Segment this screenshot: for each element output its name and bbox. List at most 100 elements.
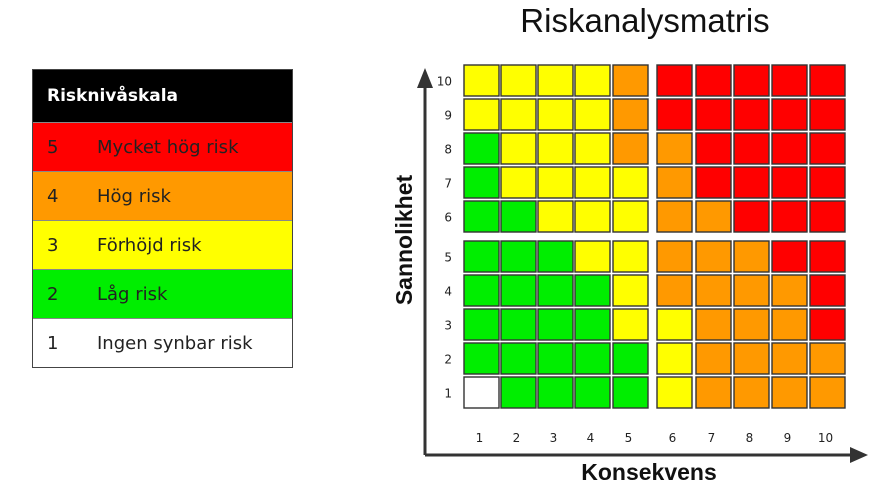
matrix-cell <box>733 132 770 165</box>
matrix-cell <box>656 64 693 97</box>
matrix-cell <box>656 240 693 273</box>
matrix-cell <box>771 132 808 165</box>
matrix-cell <box>537 200 574 233</box>
matrix-cell <box>500 240 537 273</box>
x-tick-label: 6 <box>669 431 677 445</box>
x-tick-label: 1 <box>476 431 484 445</box>
y-tick-label: 2 <box>444 353 452 367</box>
matrix-cell <box>771 240 808 273</box>
y-tick-label: 3 <box>444 319 452 333</box>
matrix-cell <box>733 200 770 233</box>
matrix-cell <box>612 240 649 273</box>
y-tick-label: 1 <box>444 387 452 401</box>
legend-label: Mycket hög risk <box>97 136 239 158</box>
matrix-cell <box>695 274 732 307</box>
matrix-cell <box>695 166 732 199</box>
legend-row-3: 3 Förhöjd risk <box>33 220 292 269</box>
matrix-title: Riskanalysmatris <box>520 2 770 39</box>
y-tick-label: 5 <box>444 251 452 265</box>
matrix-cell <box>771 342 808 375</box>
legend-row-2: 2 Låg risk <box>33 269 292 318</box>
matrix-cell <box>656 200 693 233</box>
y-tick-label: 7 <box>444 177 452 191</box>
matrix-cell <box>809 200 846 233</box>
y-tick-label: 8 <box>444 143 452 157</box>
matrix-cell <box>463 308 500 341</box>
matrix-cell <box>771 98 808 131</box>
matrix-cell <box>537 308 574 341</box>
matrix-cell <box>574 200 611 233</box>
matrix-cell <box>656 376 693 409</box>
matrix-cell <box>733 376 770 409</box>
matrix-cell <box>695 240 732 273</box>
x-tick-label: 8 <box>746 431 754 445</box>
matrix-cell <box>537 132 574 165</box>
matrix-cell <box>809 64 846 97</box>
matrix-cell <box>809 166 846 199</box>
matrix-cell <box>612 308 649 341</box>
legend-label: Förhöjd risk <box>97 234 202 256</box>
matrix-cell <box>809 240 846 273</box>
matrix-cell <box>612 200 649 233</box>
matrix-cell <box>695 308 732 341</box>
matrix-cell <box>809 308 846 341</box>
matrix-cell <box>733 64 770 97</box>
matrix-cell <box>500 98 537 131</box>
matrix-cell <box>574 240 611 273</box>
matrix-cell <box>695 200 732 233</box>
matrix-cell <box>537 376 574 409</box>
risk-level-legend: Risknivåskala 5 Mycket hög risk 4 Hög ri… <box>32 69 293 368</box>
matrix-cell <box>612 98 649 131</box>
matrix-cell <box>537 98 574 131</box>
matrix-cell <box>463 240 500 273</box>
matrix-cell <box>463 274 500 307</box>
matrix-cell <box>574 132 611 165</box>
x-tick-label: 10 <box>818 431 833 445</box>
matrix-cell <box>537 64 574 97</box>
matrix-cell <box>809 98 846 131</box>
matrix-cell <box>574 308 611 341</box>
matrix-cell <box>771 200 808 233</box>
matrix-cell <box>574 98 611 131</box>
matrix-cell <box>463 200 500 233</box>
matrix-cell <box>809 274 846 307</box>
matrix-cell <box>656 342 693 375</box>
matrix-cell <box>463 342 500 375</box>
matrix-cell <box>612 376 649 409</box>
legend-label: Hög risk <box>97 185 171 207</box>
matrix-cell <box>771 376 808 409</box>
matrix-cell <box>656 166 693 199</box>
matrix-cell <box>500 274 537 307</box>
matrix-cell <box>500 308 537 341</box>
matrix-cell <box>656 308 693 341</box>
matrix-cell <box>771 274 808 307</box>
matrix-cell <box>695 132 732 165</box>
matrix-cell <box>809 376 846 409</box>
y-tick-label: 4 <box>444 285 452 299</box>
x-tick-label: 3 <box>550 431 558 445</box>
matrix-cell <box>612 342 649 375</box>
legend-label: Ingen synbar risk <box>97 332 253 354</box>
matrix-cell <box>463 166 500 199</box>
matrix-cell <box>537 240 574 273</box>
matrix-cell <box>771 166 808 199</box>
matrix-cell <box>809 132 846 165</box>
matrix-cell <box>771 64 808 97</box>
x-tick-label: 5 <box>625 431 633 445</box>
y-tick-label: 9 <box>444 109 452 123</box>
matrix-cell <box>612 274 649 307</box>
legend-header: Risknivåskala <box>33 70 292 122</box>
matrix-cell <box>574 376 611 409</box>
matrix-cell <box>695 98 732 131</box>
legend-label: Låg risk <box>97 283 168 305</box>
legend-row-5: 5 Mycket hög risk <box>33 122 292 171</box>
matrix-cell <box>537 166 574 199</box>
matrix-cell <box>612 64 649 97</box>
matrix-cell <box>612 132 649 165</box>
matrix-cell <box>656 98 693 131</box>
x-tick-label: 2 <box>513 431 521 445</box>
y-axis-arrow <box>417 68 433 88</box>
matrix-cell <box>733 240 770 273</box>
x-tick-label: 7 <box>708 431 716 445</box>
